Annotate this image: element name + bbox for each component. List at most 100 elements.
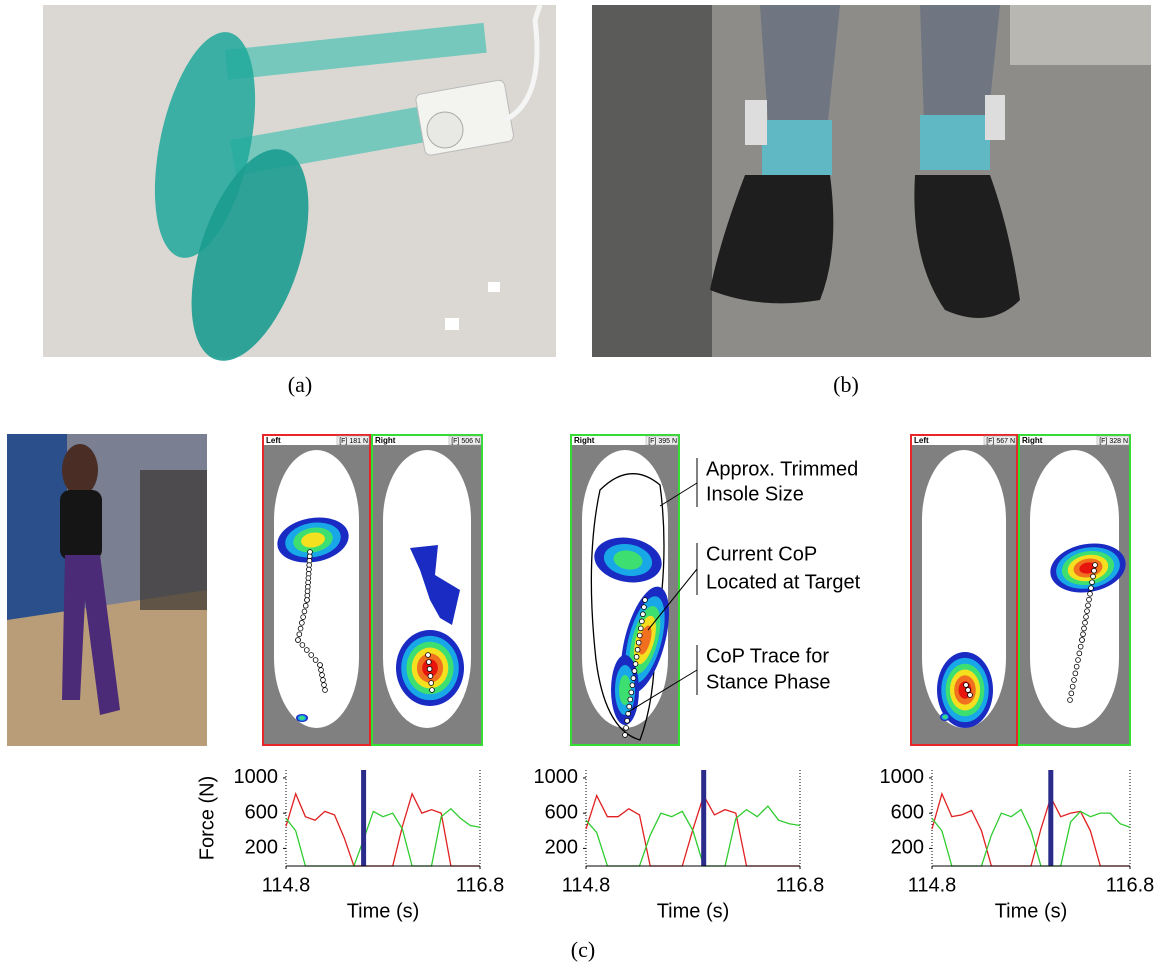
- force-label: [F] 567 N: [986, 438, 1015, 445]
- time-marker: [361, 770, 366, 866]
- caption: (c): [571, 937, 595, 962]
- cop-point: [1089, 586, 1094, 591]
- x-tick-label: 116.8: [776, 874, 825, 896]
- cop-point: [1090, 580, 1095, 585]
- cop-point: [629, 690, 634, 695]
- y-tick-label: 200: [545, 837, 578, 859]
- cop-point: [964, 683, 969, 688]
- cop-point: [1085, 609, 1090, 614]
- caption: (b): [833, 372, 859, 397]
- cop-point: [643, 598, 648, 603]
- annotation: Located at Target: [706, 571, 861, 593]
- side-label: Right: [574, 436, 595, 445]
- cop-point: [1084, 615, 1089, 620]
- y-tick-label: 1000: [234, 766, 279, 788]
- cop-point: [627, 704, 632, 709]
- y-tick-label: 1000: [880, 766, 925, 788]
- cop-point: [1091, 574, 1096, 579]
- cop-point: [634, 654, 639, 659]
- cop-point: [1081, 632, 1086, 637]
- cop-point: [966, 688, 971, 693]
- cop-point: [637, 633, 642, 638]
- cop-point: [430, 688, 435, 693]
- cop-point: [1093, 563, 1098, 568]
- annotation: Insole Size: [706, 483, 804, 505]
- cop-point: [1070, 684, 1075, 689]
- side-label: Left: [266, 436, 281, 445]
- cop-point: [640, 612, 645, 617]
- photo-walking: [7, 434, 207, 746]
- force-label: [F] 395 N: [648, 438, 677, 445]
- cop-point: [297, 632, 302, 637]
- y-tick-label: 600: [245, 801, 278, 823]
- cop-point: [323, 688, 328, 693]
- cop-point: [321, 678, 326, 683]
- cop-point: [298, 626, 303, 631]
- cop-point: [426, 660, 431, 665]
- x-tick-label: 116.8: [456, 874, 505, 896]
- force-label: [F] 181 N: [339, 438, 368, 445]
- x-tick-label: 114.8: [908, 874, 957, 896]
- cop-point: [633, 662, 638, 667]
- cop-point: [320, 673, 325, 678]
- cop-point: [296, 638, 301, 643]
- cop-point: [636, 640, 641, 645]
- force-line: [286, 794, 480, 866]
- cop-point: [1083, 620, 1088, 625]
- force-charts: 200 600 1000 114.8 116.8 Time (s) Force (N) 200…: [196, 766, 1154, 922]
- cop-point: [625, 718, 630, 723]
- cop-point: [1077, 651, 1082, 656]
- photo-legs: [592, 5, 1151, 357]
- insole-area: [274, 450, 359, 728]
- cop-point: [304, 648, 309, 653]
- cop-point: [1074, 664, 1079, 669]
- cop-point: [642, 605, 647, 610]
- cop-point: [301, 615, 306, 620]
- cop-point: [624, 725, 629, 730]
- time-marker: [701, 770, 706, 866]
- caption: (a): [288, 372, 312, 397]
- cop-point: [628, 697, 633, 702]
- cop-point: [305, 598, 310, 603]
- side-label: Right: [1022, 436, 1043, 445]
- cop-point: [631, 676, 636, 681]
- cop-point: [302, 609, 307, 614]
- cop-point: [638, 626, 643, 631]
- cop-point: [303, 603, 308, 608]
- annotation: CoP Trace for: [706, 645, 829, 667]
- y-axis-label: Force (N): [196, 776, 218, 860]
- y-tick-label: 200: [891, 837, 924, 859]
- side-label: Right: [375, 436, 396, 445]
- y-tick-label: 600: [891, 801, 924, 823]
- cop-point: [632, 669, 637, 674]
- force-line: [932, 810, 1130, 866]
- cop-point: [635, 647, 640, 652]
- cop-point: [623, 733, 628, 738]
- cop-point: [319, 668, 324, 673]
- cop-point: [300, 643, 305, 648]
- pressure-blob: [943, 715, 947, 718]
- x-axis-label: Time (s): [657, 900, 730, 922]
- annotation: Current CoP: [706, 543, 817, 565]
- cop-point: [1078, 644, 1083, 649]
- cop-point: [429, 681, 434, 686]
- x-axis-label: Time (s): [347, 900, 420, 922]
- x-axis-label: Time (s): [995, 900, 1068, 922]
- cop-point: [1086, 603, 1091, 608]
- cop-point: [1069, 691, 1074, 696]
- force-label: [F] 328 N: [1099, 438, 1128, 445]
- photo-insoles: [43, 5, 556, 375]
- x-tick-label: 114.8: [562, 874, 611, 896]
- cop-point: [1087, 597, 1092, 602]
- cop-point: [426, 653, 431, 658]
- cop-point: [1068, 698, 1073, 703]
- cop-point: [968, 693, 973, 698]
- annotation: Approx. Trimmed: [706, 458, 858, 480]
- cop-point: [1082, 626, 1087, 631]
- x-tick-label: 114.8: [262, 874, 311, 896]
- cop-point: [1080, 638, 1085, 643]
- annotation: Stance Phase: [706, 671, 831, 693]
- cop-point: [1088, 591, 1093, 596]
- side-label: Left: [914, 436, 929, 445]
